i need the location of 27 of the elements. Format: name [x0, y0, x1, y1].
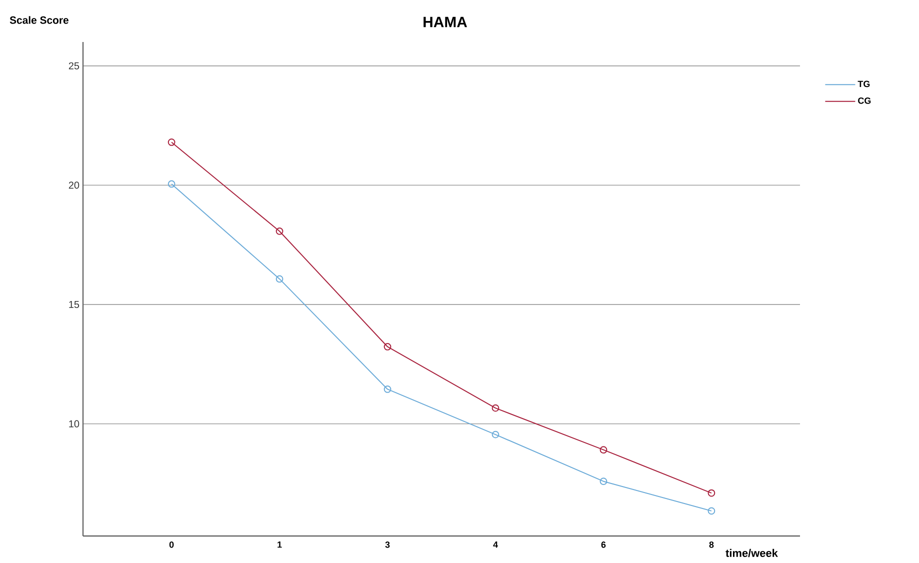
point — [384, 386, 392, 393]
legend-label: TG — [858, 80, 870, 88]
x-axis-title: time/week — [726, 548, 778, 558]
point — [708, 507, 716, 515]
point — [492, 430, 500, 438]
x-tick-label: 8 — [709, 542, 714, 548]
y-tick-label: 25 — [68, 62, 80, 70]
point — [384, 343, 392, 350]
point — [708, 489, 716, 497]
y-tick-label: 20 — [68, 182, 80, 189]
point — [600, 478, 608, 486]
x-tick-label: 0 — [169, 542, 174, 548]
y-axis-title: Scale Score — [10, 16, 68, 24]
legend-label: CG — [858, 97, 871, 104]
point — [492, 404, 500, 412]
y-tick-label: 10 — [69, 420, 80, 428]
point — [168, 180, 176, 188]
x-tick-label: 4 — [493, 542, 498, 548]
point — [276, 228, 284, 235]
x-tick-label: 1 — [278, 542, 282, 548]
y-tick-label: 15 — [69, 301, 80, 308]
x-tick-label: 3 — [385, 542, 390, 548]
point — [276, 275, 284, 283]
point — [600, 446, 608, 454]
x-tick-label: 6 — [601, 542, 606, 548]
point — [168, 138, 176, 146]
chart-title: HAMA — [424, 16, 468, 28]
